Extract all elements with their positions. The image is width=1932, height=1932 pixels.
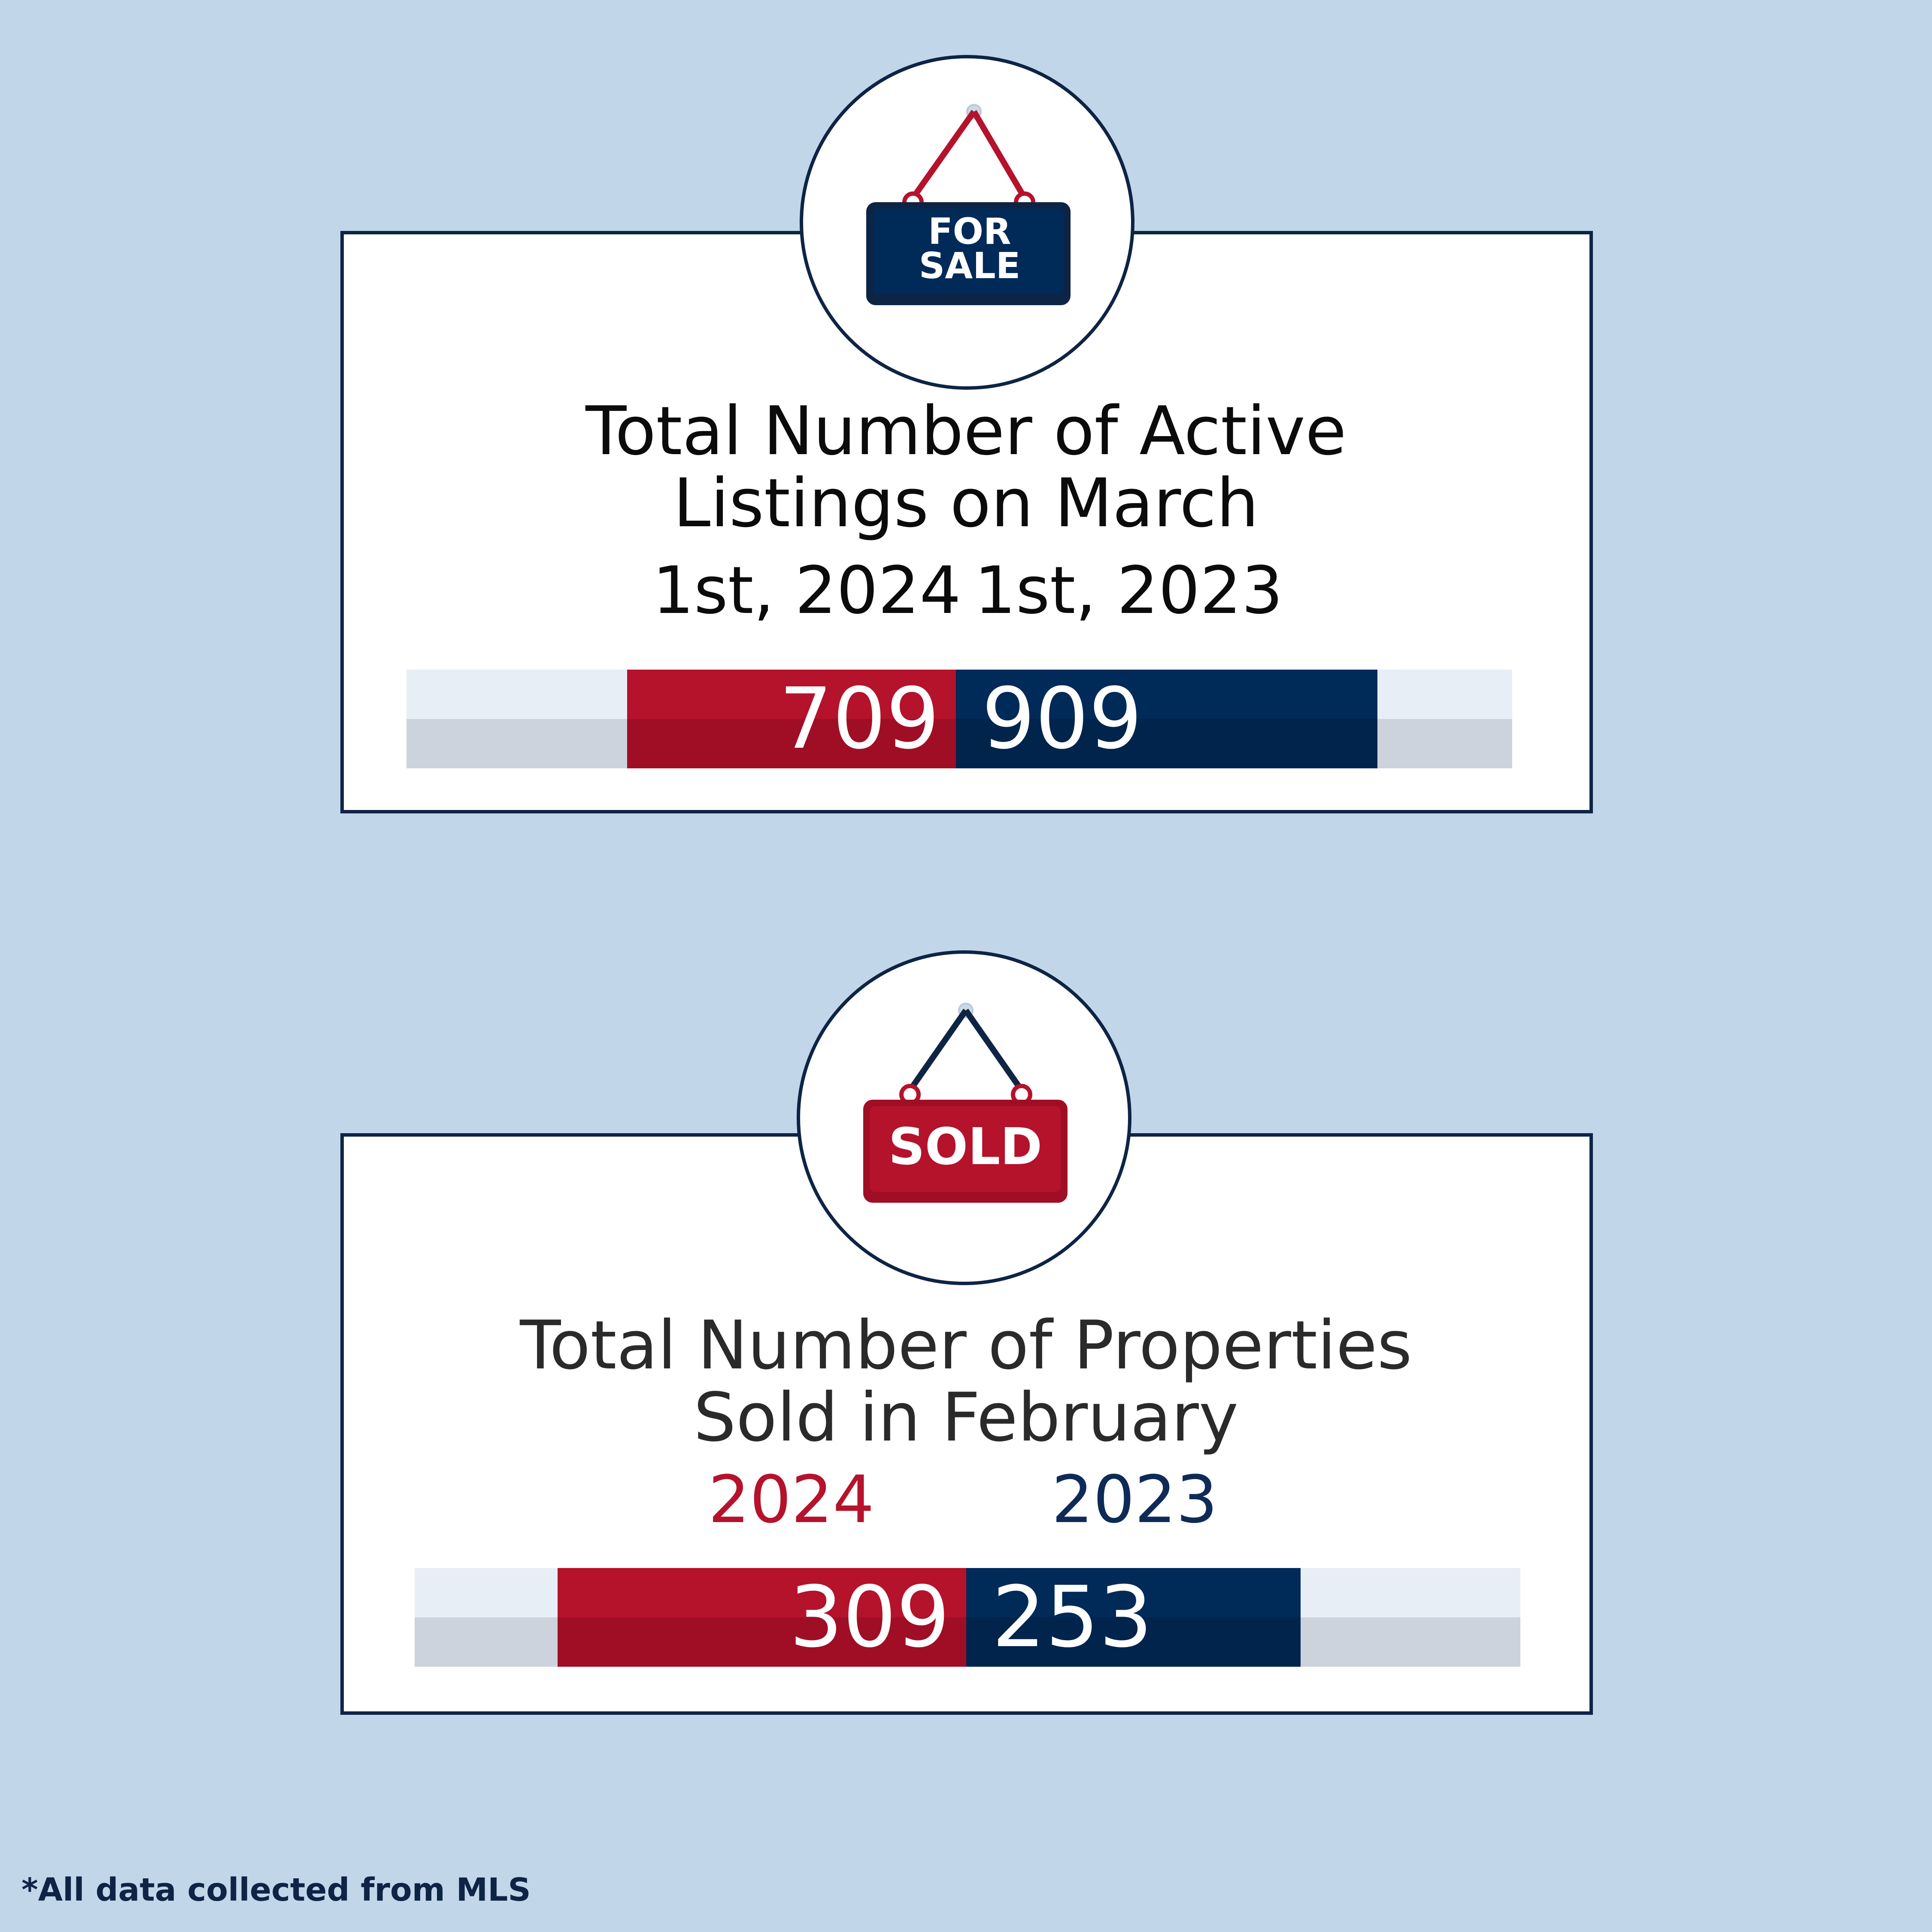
sold-sign-icon: SOLD bbox=[863, 1003, 1068, 1203]
active-listings-2023-bar: 909 bbox=[956, 670, 1377, 768]
properties-sold-title: Total Number of Properties Sold in Febru… bbox=[0, 1309, 1932, 1454]
active-listings-2024-bar: 709 bbox=[627, 670, 956, 768]
active-listings-2023-value: 909 bbox=[982, 670, 1143, 768]
properties-sold-title-line2: Sold in February bbox=[693, 1378, 1239, 1457]
properties-sold-2023-value: 253 bbox=[992, 1568, 1153, 1666]
properties-sold-2023-bar: 253 bbox=[966, 1568, 1301, 1667]
for-sale-badge: FOR SALE bbox=[800, 55, 1134, 390]
properties-sold-comparison-bar: 309 253 bbox=[415, 1568, 1520, 1667]
properties-sold-label-2023: 2023 bbox=[1052, 1462, 1218, 1538]
footnote: *All data collected from MLS bbox=[21, 1871, 531, 1908]
properties-sold-2024-value: 309 bbox=[789, 1568, 950, 1666]
active-listings-title-line2: Listings on March bbox=[673, 464, 1259, 543]
properties-sold-2024-bar: 309 bbox=[558, 1568, 966, 1667]
active-listings-title: Total Number of Active Listings on March bbox=[0, 395, 1932, 540]
for-sale-sign-text-line1: FOR bbox=[928, 210, 1011, 252]
active-listings-title-line1: Total Number of Active bbox=[585, 392, 1347, 470]
for-sale-sign-icon: FOR SALE bbox=[866, 104, 1071, 305]
active-listings-comparison-bar: 709 909 bbox=[406, 670, 1512, 768]
active-listings-label-2023: 1st, 2023 bbox=[974, 552, 1283, 628]
for-sale-sign-text-line2: SALE bbox=[919, 245, 1020, 287]
properties-sold-label-2024: 2024 bbox=[708, 1462, 874, 1538]
active-listings-label-2024: 1st, 2024 bbox=[652, 552, 961, 628]
active-listings-2024-value: 709 bbox=[779, 670, 940, 768]
sold-sign-text: SOLD bbox=[889, 1117, 1042, 1176]
properties-sold-title-line1: Total Number of Properties bbox=[520, 1306, 1412, 1384]
sold-badge: SOLD bbox=[797, 950, 1131, 1285]
